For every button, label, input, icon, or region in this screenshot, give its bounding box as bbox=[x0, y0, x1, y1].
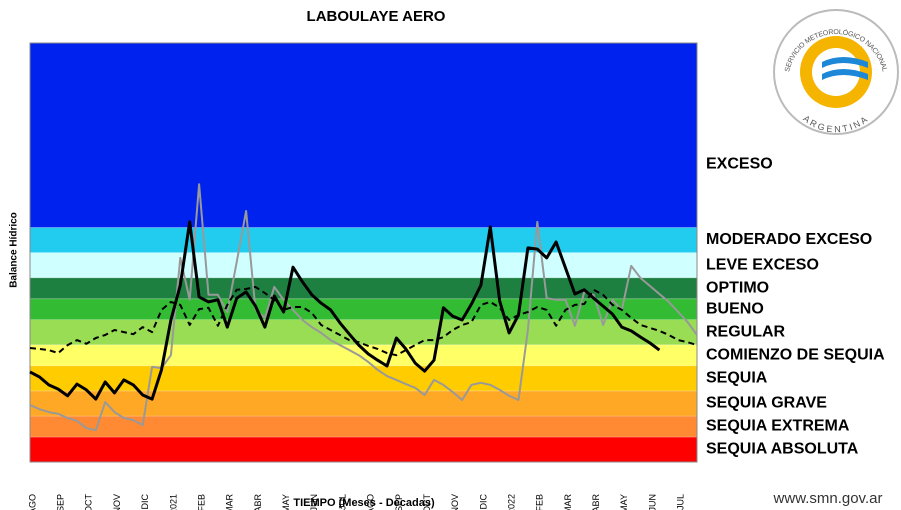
logo-waves bbox=[822, 57, 868, 80]
x-tick-label: SEP bbox=[394, 494, 404, 510]
x-tick-label: SEP bbox=[56, 494, 66, 510]
band-label: LEVE EXCESO bbox=[706, 256, 819, 273]
x-tick-label: AGO bbox=[27, 494, 37, 510]
band-label: BUENO bbox=[706, 300, 764, 317]
x-tick-label: NOV bbox=[112, 494, 122, 510]
footer-url: www.smn.gov.ar bbox=[773, 490, 883, 507]
x-tick-label: MAR bbox=[225, 494, 235, 510]
chart-title: LABOULAYE AERO bbox=[307, 8, 446, 25]
band bbox=[30, 319, 697, 345]
band bbox=[30, 277, 697, 299]
x-tick-label: E2022 bbox=[506, 494, 516, 510]
x-tick-label: DIC bbox=[140, 494, 150, 510]
band-label: REGULAR bbox=[706, 323, 786, 340]
band bbox=[30, 252, 697, 278]
x-tick-label: OCT bbox=[84, 494, 94, 510]
x-tick-label: DIC bbox=[478, 494, 488, 510]
band bbox=[30, 43, 697, 228]
band bbox=[30, 365, 697, 391]
plot-frame bbox=[29, 42, 698, 463]
band bbox=[30, 344, 697, 366]
x-tick-label: ABR bbox=[591, 494, 601, 510]
x-tick-label: FEB bbox=[196, 494, 206, 510]
x-tick-label: MAR bbox=[563, 494, 573, 510]
band bbox=[30, 390, 697, 416]
x-tick-label: JUN bbox=[309, 494, 319, 510]
x-tick-label: JUL bbox=[676, 494, 686, 510]
band-label: MODERADO EXCESO bbox=[706, 231, 872, 248]
x-axis-label: TIEMPO (Meses - Décadas) bbox=[293, 497, 435, 509]
x-tick-label: MAY bbox=[281, 494, 291, 510]
band-label: SEQUIA EXTREMA bbox=[706, 418, 850, 435]
x-tick-label: ABR bbox=[253, 494, 263, 510]
x-tick-label: E2021 bbox=[168, 494, 178, 510]
band-label: COMIENZO DE SEQUIA bbox=[706, 346, 885, 363]
y-axis-label: Balance Hídrico bbox=[9, 212, 20, 288]
band-label: SEQUIA GRAVE bbox=[706, 395, 827, 412]
x-tick-label: FEB bbox=[535, 494, 545, 510]
band bbox=[30, 436, 697, 462]
x-tick-label: MAY bbox=[619, 494, 629, 510]
band-label: OPTIMO bbox=[706, 279, 769, 296]
x-tick-label: JUN bbox=[647, 494, 657, 510]
band-label: SEQUIA ABSOLUTA bbox=[706, 441, 859, 458]
band-label: EXCESO bbox=[706, 156, 773, 173]
band bbox=[30, 415, 697, 437]
series-line bbox=[29, 220, 661, 401]
x-tick-label: OCT bbox=[422, 494, 432, 510]
x-tick-label: JUL bbox=[337, 494, 347, 510]
logo: SERVICIO METEOROLÓGICO NACIONAL ARGENTIN… bbox=[773, 9, 899, 135]
band-label: SEQUIA bbox=[706, 369, 768, 386]
x-tick-label: AGO bbox=[366, 494, 376, 510]
band bbox=[30, 227, 697, 253]
series-line bbox=[29, 285, 698, 357]
x-tick-label: NOV bbox=[450, 494, 460, 510]
